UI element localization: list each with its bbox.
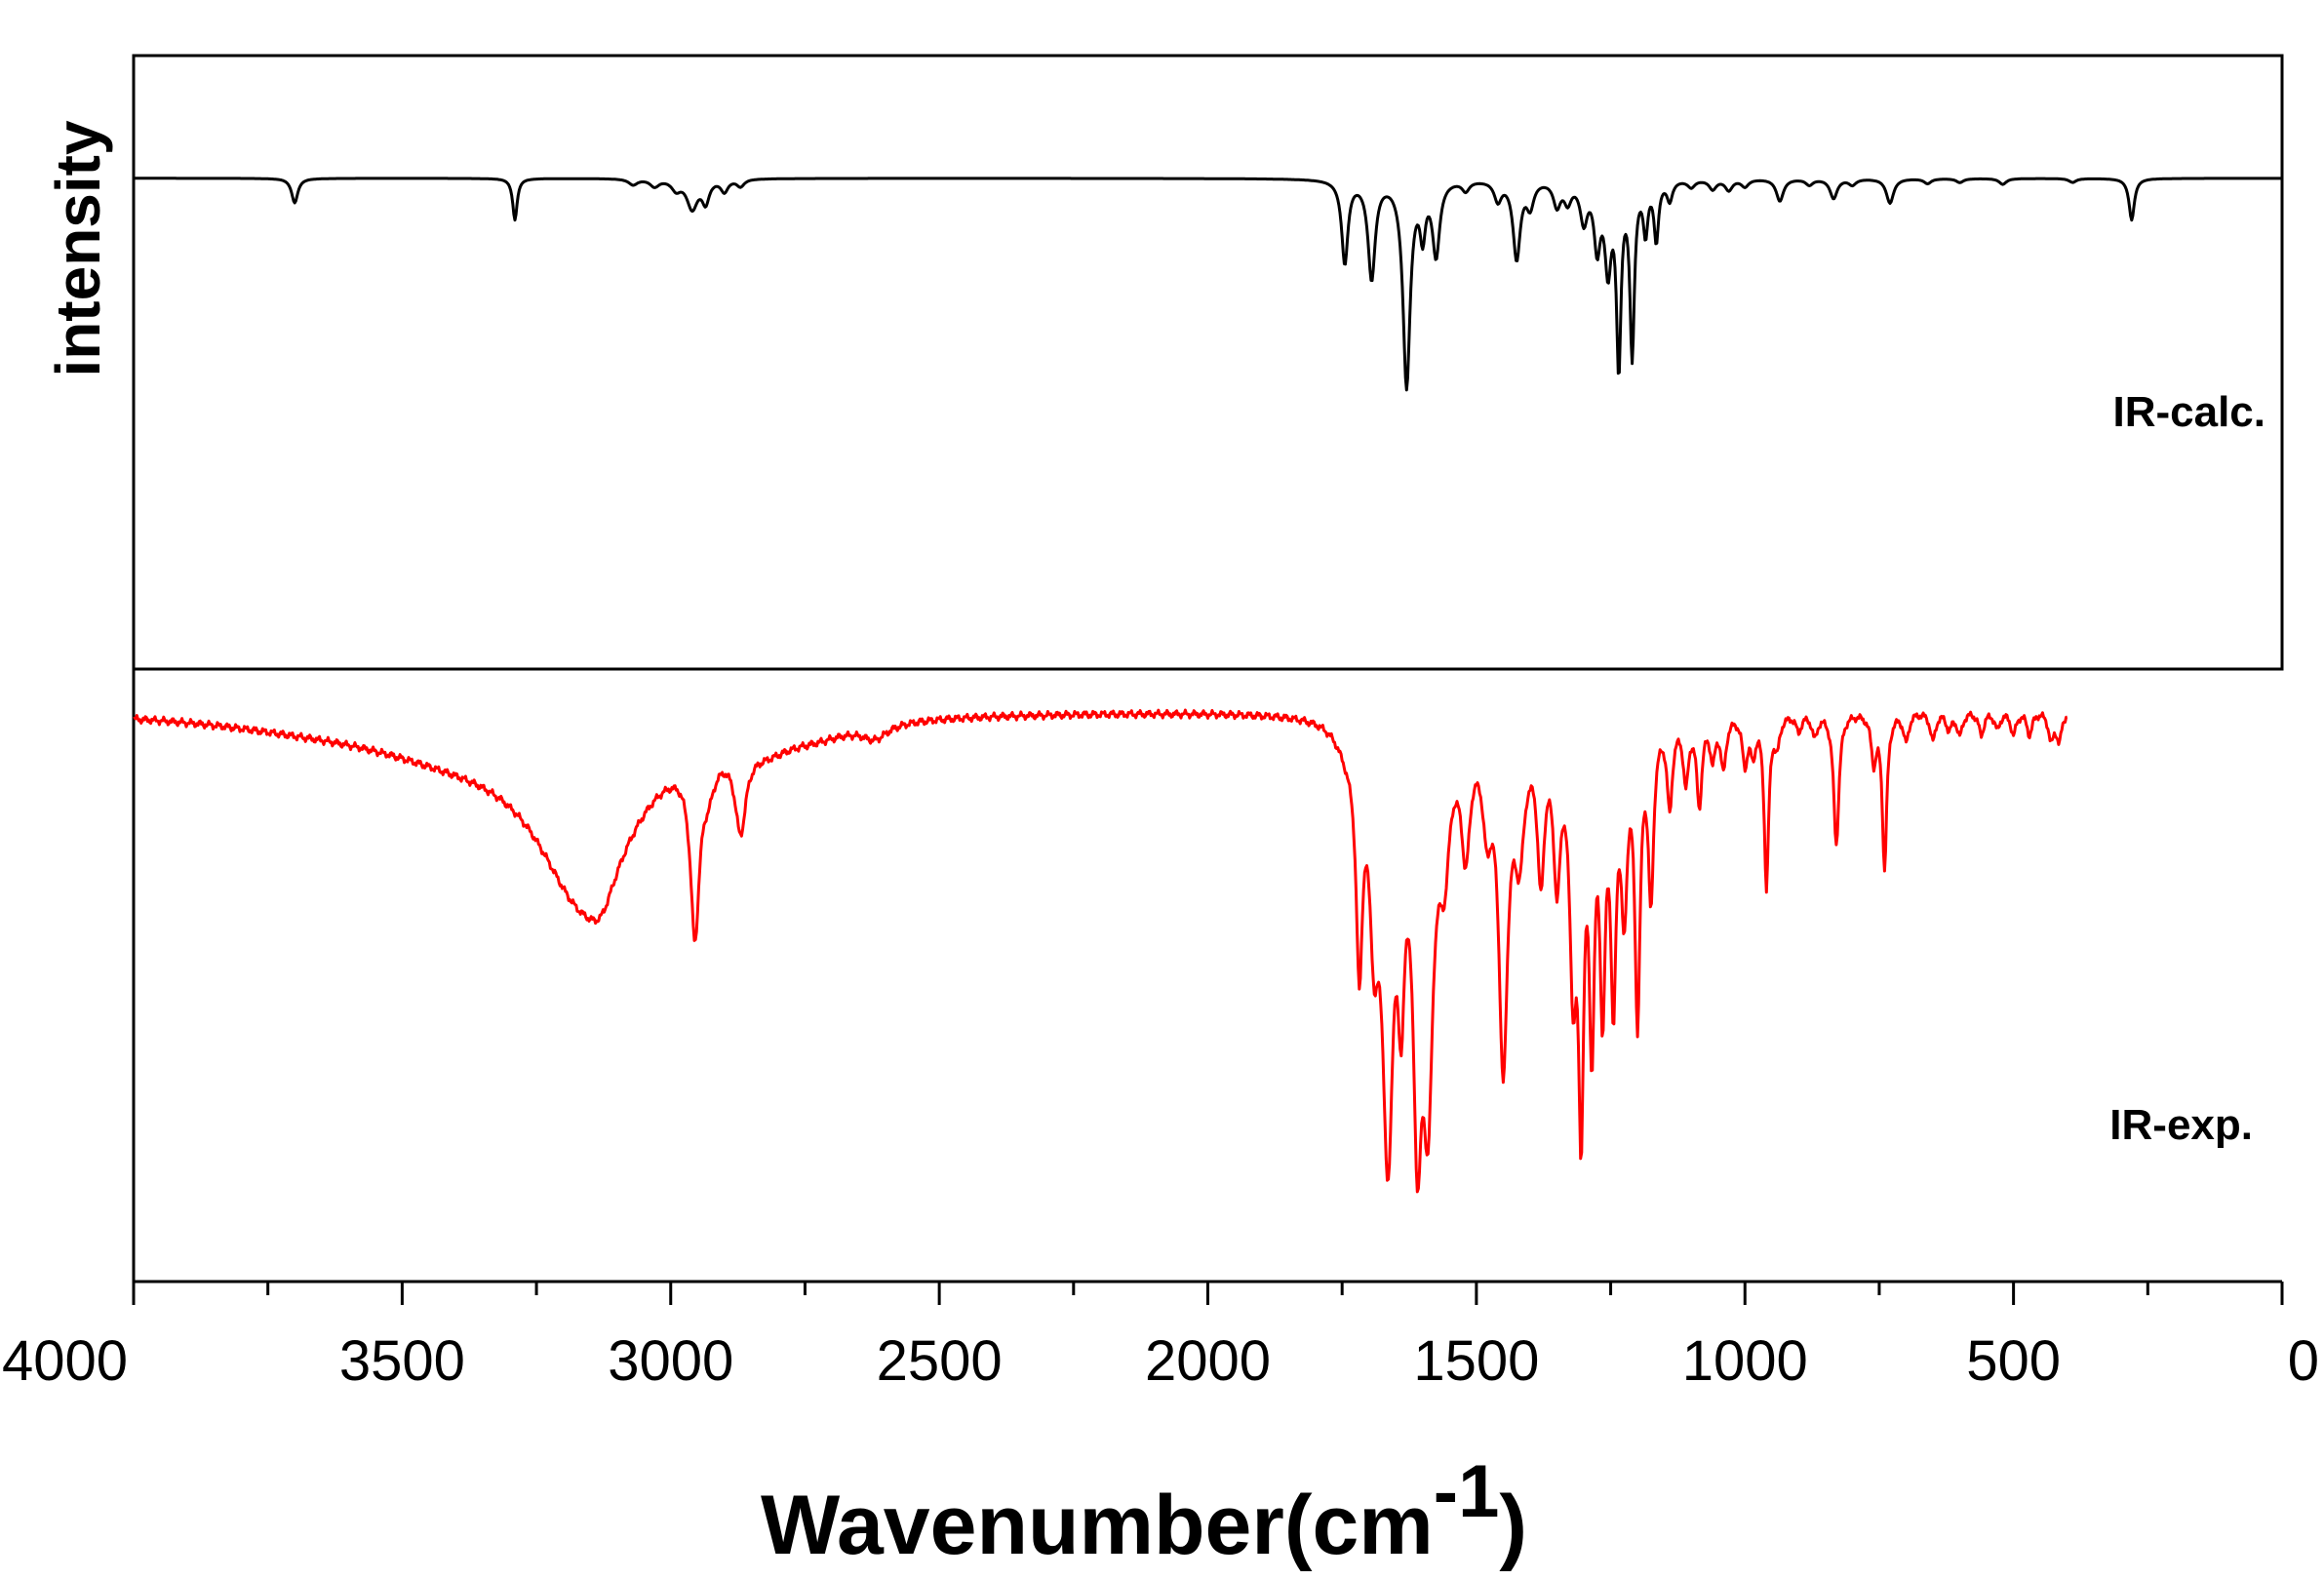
x-tick-label: 2000 [1145,1329,1271,1393]
x-tick-label: 3000 [608,1329,733,1393]
text-layer: intensity Wavenumber(cm-1) IR-calc. IR-e… [43,120,2265,1572]
x-tick-label: 3500 [339,1329,465,1393]
series-label-calc: IR-calc. [2112,388,2265,436]
x-axis-title-main: Wavenumber(cm [761,1479,1434,1572]
plot-frame [132,54,2284,1282]
x-tick-label: 2500 [877,1329,1003,1393]
x-tick-label: 0 [2288,1329,2319,1393]
x-tick-label: 500 [1966,1329,2061,1393]
series-label-exp: IR-exp. [2109,1101,2253,1149]
series-line-exp [133,708,2068,1194]
x-axis-title: Wavenumber(cm-1) [761,1450,1527,1572]
series-line-calc [133,177,2283,392]
x-axis: 4000 3500 3000 2500 2000 1500 1000 500 0 [2,1280,2319,1393]
x-tick-label: 1000 [1682,1329,1808,1393]
x-axis-title-superscript: -1 [1434,1450,1500,1533]
y-axis-title: intensity [43,120,113,377]
x-axis-title-close: ) [1499,1479,1527,1572]
x-tick-label: 1500 [1413,1329,1539,1393]
panel-frame-calc [132,54,2284,671]
x-tick-label: 4000 [2,1329,128,1393]
series-layer [133,177,2283,1194]
